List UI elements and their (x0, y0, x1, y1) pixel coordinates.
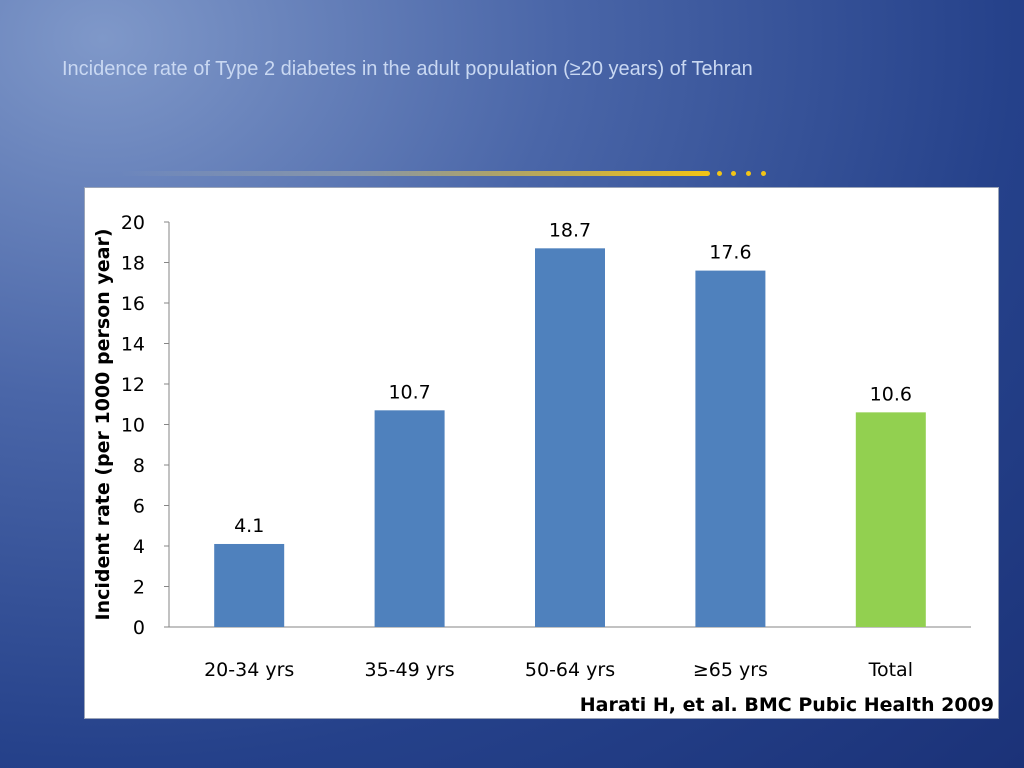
y-tick-label: 6 (133, 496, 145, 518)
decorative-dot-icon (731, 171, 736, 176)
decorative-dot-icon (746, 171, 751, 176)
slide-title: Incidence rate of Type 2 diabetes in the… (62, 58, 753, 80)
y-tick-label: 18 (121, 253, 145, 275)
bar (695, 270, 766, 627)
decorative-accent-line (120, 171, 710, 176)
y-tick-label: 8 (133, 455, 145, 477)
data-label: 18.7 (549, 219, 591, 241)
y-tick-label: 0 (133, 617, 145, 639)
bar (855, 412, 926, 627)
x-tick-label: Total (868, 659, 913, 681)
x-tick-label: 50-64 yrs (525, 659, 615, 681)
bar-chart: 0 2 4 6 8 10 12 14 16 18 20 4.1 20-34 yrs 10.7 35-49 y… (92, 212, 971, 681)
y-axis-title: Incident rate (per 1000 person year) (92, 228, 114, 620)
y-tick-label: 14 (121, 334, 145, 356)
y-tick-label: 4 (133, 536, 145, 558)
decorative-dot-icon (717, 171, 722, 176)
y-tick-label: 10 (121, 415, 145, 437)
bar (535, 248, 605, 627)
y-tick-label: 20 (121, 212, 145, 234)
data-label: 17.6 (709, 242, 751, 264)
x-tick-label: 20-34 yrs (204, 659, 294, 681)
y-tick-label: 2 (133, 577, 145, 599)
y-tick-label: 12 (121, 374, 145, 396)
x-tick-label: ≥65 yrs (693, 659, 768, 681)
y-tick-label: 16 (121, 293, 145, 315)
data-label: 10.7 (388, 381, 430, 403)
chart-panel: 0 2 4 6 8 10 12 14 16 18 20 4.1 20-34 yrs 10.7 35-49 y… (84, 187, 999, 719)
x-tick-label: 35-49 yrs (364, 659, 454, 681)
bar (214, 543, 285, 627)
data-label: 10.6 (870, 383, 912, 405)
data-label: 4.1 (234, 515, 264, 537)
decorative-dot-icon (761, 171, 766, 176)
source-citation: Harati H, et al. BMC Pubic Health 2009 (579, 694, 994, 716)
bar (374, 410, 445, 627)
